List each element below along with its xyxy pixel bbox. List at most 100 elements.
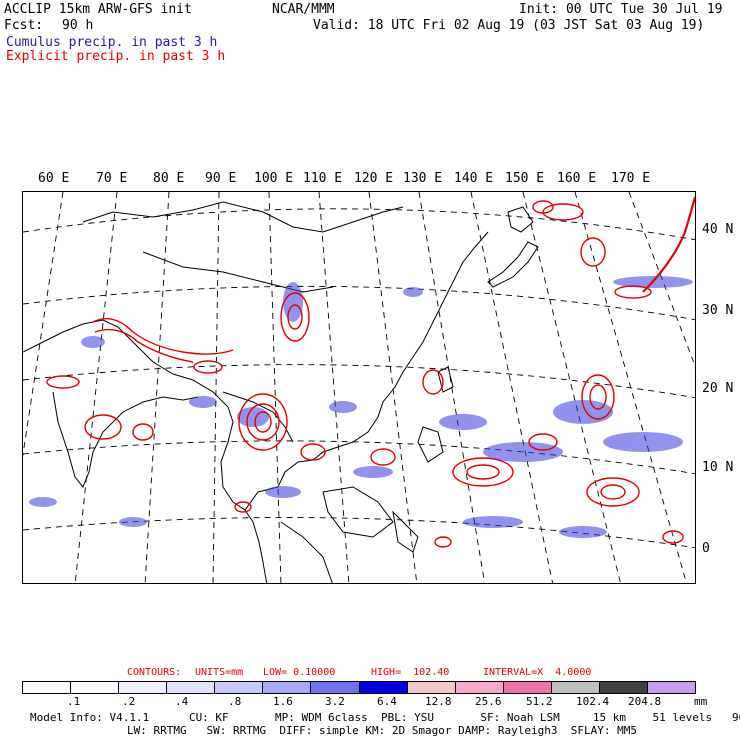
lon-label: 160 E bbox=[557, 171, 597, 186]
precip-contour bbox=[662, 530, 684, 544]
colorbar-tick: 51.2 bbox=[526, 695, 553, 708]
colorbar-cell bbox=[71, 682, 120, 693]
meridian-line bbox=[368, 192, 418, 583]
contours-low: LOW= 0.10000 bbox=[263, 667, 336, 678]
coastline bbox=[244, 231, 489, 511]
precip-contour bbox=[84, 414, 122, 440]
init-time: Init: 00 UTC Tue 30 Jul 19 bbox=[519, 2, 723, 17]
colorbar-cell bbox=[599, 682, 649, 693]
border bbox=[82, 201, 404, 233]
precip-contour bbox=[466, 464, 500, 480]
lon-label: 110 E bbox=[303, 171, 343, 186]
lon-label: 140 E bbox=[454, 171, 494, 186]
colorbar-tick: 12.8 bbox=[425, 695, 452, 708]
lon-label: 70 E bbox=[96, 171, 128, 186]
precip-contour bbox=[300, 443, 326, 461]
colorbar-cell bbox=[23, 682, 72, 693]
lon-label: 80 E bbox=[153, 171, 185, 186]
parallel-line bbox=[23, 285, 695, 321]
border bbox=[222, 391, 294, 443]
colorbar-cell bbox=[503, 682, 552, 693]
precip-contour bbox=[254, 411, 272, 433]
coastline bbox=[23, 319, 268, 583]
explicit-legend: Explicit precip. in past 3 h bbox=[6, 49, 226, 64]
meridian-line bbox=[212, 192, 220, 583]
map-canvas bbox=[23, 192, 695, 583]
colorbar-cell bbox=[263, 682, 312, 693]
island-borneo bbox=[322, 486, 394, 538]
colorbar-tick: 3.2 bbox=[325, 695, 345, 708]
colorbar-tick: .2 bbox=[122, 695, 136, 708]
lat-label: 10 N bbox=[702, 460, 734, 475]
contours-interval: INTERVAL=X 4.0000 bbox=[483, 667, 592, 678]
colorbar-tick: 25.6 bbox=[475, 695, 502, 708]
meridian-line bbox=[268, 192, 282, 583]
colorbar-cell bbox=[311, 682, 360, 693]
island-luzon bbox=[417, 426, 444, 463]
colorbar-unit: mm bbox=[694, 695, 708, 708]
island-hokkaido bbox=[507, 206, 534, 233]
colorbar-cell bbox=[407, 682, 456, 693]
colorbar-cell bbox=[167, 682, 216, 693]
precip-contour bbox=[132, 423, 154, 441]
model-info-line2: LW: RRTMG SW: RRTMG DIFF: simple KM: 2D … bbox=[127, 724, 637, 737]
forecast-hours: 90 h bbox=[62, 18, 94, 33]
lat-label: 40 N bbox=[702, 222, 734, 237]
org-label: NCAR/MMM bbox=[272, 2, 335, 17]
border bbox=[142, 251, 334, 293]
colorbar-cell bbox=[359, 682, 408, 693]
precip-contour bbox=[92, 318, 234, 355]
lat-label: 30 N bbox=[702, 303, 734, 318]
contours-high: HIGH= 102.40 bbox=[371, 667, 450, 678]
precip-contour bbox=[370, 448, 396, 466]
precip-contour bbox=[528, 433, 558, 451]
lon-label: 90 E bbox=[205, 171, 237, 186]
precip-contour bbox=[580, 237, 606, 267]
precip-contour bbox=[434, 536, 452, 548]
precip-contour bbox=[642, 196, 695, 293]
meridian-line bbox=[574, 192, 687, 583]
lon-label: 60 E bbox=[38, 171, 70, 186]
precip-contour bbox=[287, 304, 303, 330]
precip-contour bbox=[600, 484, 626, 500]
cumulus-legend: Cumulus precip. in past 3 h bbox=[6, 35, 218, 50]
graticule bbox=[23, 192, 695, 583]
coastlines bbox=[23, 201, 539, 583]
lon-label: 170 E bbox=[611, 171, 651, 186]
island-sulawesi bbox=[392, 510, 419, 553]
model-info-line1: Model Info: V4.1.1 CU: KF MP: WDM 6class… bbox=[30, 711, 740, 724]
precip-contour bbox=[193, 360, 223, 374]
explicit-precip bbox=[46, 196, 695, 548]
model-title: ACCLIP 15km ARW-GFS init bbox=[4, 2, 192, 17]
colorbar-cell bbox=[551, 682, 600, 693]
precip-contour bbox=[46, 375, 80, 389]
precip-contour bbox=[542, 203, 584, 221]
colorbar-tick: 1.6 bbox=[273, 695, 293, 708]
parallel-line bbox=[23, 364, 695, 399]
colorbar-tick: .8 bbox=[228, 695, 242, 708]
colorbar-tick: .1 bbox=[67, 695, 81, 708]
precip-contour bbox=[234, 501, 252, 513]
valid-time: Valid: 18 UTC Fri 02 Aug 19 (03 JST Sat … bbox=[313, 18, 705, 33]
precip-contour bbox=[452, 457, 514, 487]
precip-map bbox=[22, 191, 696, 584]
precip-contour bbox=[246, 403, 280, 441]
colorbar-tick: .4 bbox=[175, 695, 189, 708]
lon-label: 150 E bbox=[505, 171, 545, 186]
precip-contour bbox=[238, 393, 288, 451]
forecast-label: Fcst: bbox=[4, 18, 44, 33]
colorbar-cell bbox=[455, 682, 504, 693]
precip-contour bbox=[280, 292, 310, 342]
colorbar-cell bbox=[215, 682, 264, 693]
island-taiwan bbox=[437, 366, 454, 393]
colorbar-tick: 204.8 bbox=[628, 695, 662, 708]
meridian-line bbox=[23, 192, 64, 457]
contours-units: UNITS=mm bbox=[195, 667, 244, 678]
meridian-line bbox=[522, 192, 621, 583]
meridian-line bbox=[318, 192, 350, 583]
meridian-line bbox=[470, 192, 554, 583]
coastline bbox=[280, 521, 333, 583]
colorbar-tick: 102.4 bbox=[576, 695, 610, 708]
coastline bbox=[52, 391, 199, 488]
colorbar-cell bbox=[119, 682, 168, 693]
